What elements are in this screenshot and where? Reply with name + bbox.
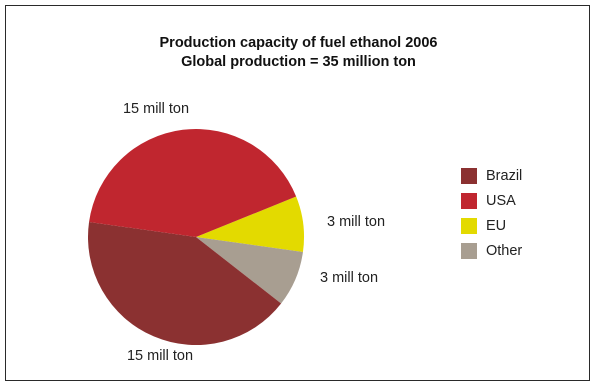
legend-item-other: Other (461, 241, 522, 261)
chart-title-block: Production capacity of fuel ethanol 2006… (6, 34, 591, 72)
legend-item-usa: USA (461, 191, 522, 211)
legend-item-eu: EU (461, 216, 522, 236)
chart-subtitle: Global production = 35 million ton (181, 54, 416, 70)
legend-item-brazil: Brazil (461, 166, 522, 186)
legend-swatch-usa (461, 192, 477, 209)
pie-slice-other (196, 237, 303, 304)
pie-slice-eu (196, 196, 305, 253)
legend-label-eu: EU (486, 217, 507, 234)
data-label-brazil: 15 mill ton (127, 348, 193, 364)
data-label-other: 3 mill ton (320, 270, 378, 286)
pie-slice-usa (89, 128, 297, 237)
legend-label-usa: USA (486, 192, 516, 209)
chart-frame: Production capacity of fuel ethanol 2006… (5, 5, 590, 381)
pie-chart: 3 mill ton 3 mill ton 15 mill ton 15 mill t… (87, 101, 385, 364)
chart-title: Production capacity of fuel ethanol 2006 (159, 35, 438, 51)
legend-swatch-other (461, 242, 477, 259)
legend-swatch-brazil (461, 167, 477, 184)
data-label-eu: 3 mill ton (327, 214, 385, 230)
legend-swatch-eu (461, 217, 477, 234)
legend-label-brazil: Brazil (486, 167, 523, 184)
pie-slice-brazil (87, 221, 282, 346)
legend-label-other: Other (486, 242, 523, 259)
data-label-usa: 15 mill ton (123, 101, 189, 117)
chart-legend: Brazil USA EU Other (461, 166, 522, 266)
